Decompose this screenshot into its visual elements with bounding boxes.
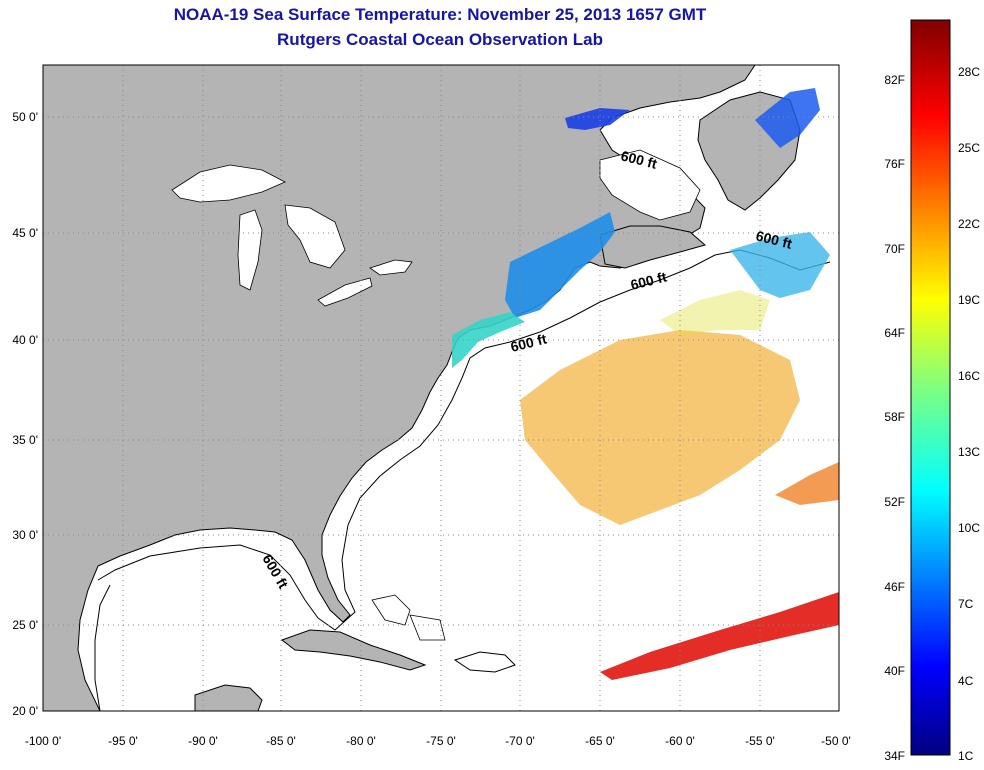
colorbar-f-label: 70F	[884, 242, 905, 256]
colorbar-f-label: 46F	[884, 580, 905, 594]
bahamas-outline	[371, 594, 446, 641]
lon-tick-label: -65 0'	[585, 734, 615, 748]
lake-huron	[284, 204, 346, 269]
map-title: NOAA-19 Sea Surface Temperature: Novembe…	[173, 5, 707, 24]
lon-tick-label: -75 0'	[426, 734, 456, 748]
sst-labrador-blue	[565, 108, 630, 130]
lat-tick-label: 25 0'	[12, 618, 38, 632]
lake-superior	[171, 164, 286, 203]
colorbar-f-label: 34F	[884, 749, 905, 763]
colorbar-c-label: 25C	[958, 141, 980, 155]
lake-erie	[317, 277, 373, 307]
yucatan-land	[194, 684, 263, 711]
sst-newfoundland-blue	[755, 88, 820, 148]
lat-tick-label: 20 0'	[12, 704, 38, 718]
colorbar-f-label: 58F	[884, 410, 905, 424]
lon-tick-label: -60 0'	[665, 734, 695, 748]
sst-grand-banks-cyan	[730, 232, 830, 298]
colorbar-c-label: 22C	[958, 217, 980, 231]
lon-tick-label: -80 0'	[346, 734, 376, 748]
lat-axis: 20 0' 25 0' 30 0' 35 0' 40 0' 45 0' 50 0…	[12, 110, 38, 718]
colorbar-c-label: 13C	[958, 445, 980, 459]
sst-east-orange	[775, 462, 839, 505]
colorbar-c-label: 1C	[958, 749, 974, 763]
lon-axis: -100 0' -95 0' -90 0' -85 0' -80 0' -75 …	[25, 734, 851, 748]
lon-tick-label: -90 0'	[188, 734, 218, 748]
lon-tick-label: -85 0'	[266, 734, 296, 748]
gulf-of-st-lawrence	[599, 149, 701, 221]
colorbar-f-labels: 34F 40F 46F 52F 58F 64F 70F 76F 82F	[884, 73, 905, 763]
colorbar	[910, 19, 951, 756]
lat-tick-label: 50 0'	[12, 110, 38, 124]
lat-tick-label: 45 0'	[12, 226, 38, 240]
colorbar-c-labels: 1C 4C 7C 10C 13C 16C 19C 22C 25C 28C	[958, 65, 980, 763]
map-frame	[42, 64, 840, 712]
lat-tick-label: 35 0'	[12, 433, 38, 447]
colorbar-c-label: 4C	[958, 674, 974, 688]
sst-atlantic-orange	[520, 330, 800, 525]
sst-south-red	[600, 592, 839, 680]
lake-ontario	[369, 259, 413, 276]
lon-tick-label: -55 0'	[745, 734, 775, 748]
hispaniola-outline	[453, 651, 516, 673]
lon-tick-label: -50 0'	[821, 734, 851, 748]
colorbar-c-label: 16C	[958, 369, 980, 383]
colorbar-f-label: 64F	[884, 326, 905, 340]
colorbar-f-label: 52F	[884, 495, 905, 509]
colorbar-f-label: 82F	[884, 73, 905, 87]
sst-nj-shelf-green	[452, 312, 525, 368]
lon-tick-label: -70 0'	[505, 734, 535, 748]
colorbar-c-label: 7C	[958, 597, 974, 611]
lat-tick-label: 30 0'	[12, 528, 38, 542]
lon-tick-label: -100 0'	[25, 734, 61, 748]
colorbar-f-label: 76F	[884, 157, 905, 171]
colorbar-c-label: 19C	[958, 293, 980, 307]
sst-gulf-of-maine-blue	[505, 212, 615, 318]
sst-atlantic-yellow	[660, 290, 770, 335]
nova-scotia-land	[599, 225, 707, 269]
colorbar-c-label: 10C	[958, 521, 980, 535]
lake-michigan	[237, 209, 263, 291]
cuba-land	[280, 629, 427, 671]
lon-tick-label: -95 0'	[108, 734, 138, 748]
lat-tick-label: 40 0'	[12, 333, 38, 347]
bathymetry-contour-600ft	[97, 249, 831, 631]
gulf-contour	[94, 584, 111, 711]
colorbar-f-label: 40F	[884, 664, 905, 678]
map-subtitle: Rutgers Coastal Ocean Observation Lab	[277, 30, 603, 49]
colorbar-c-label: 28C	[958, 65, 980, 79]
